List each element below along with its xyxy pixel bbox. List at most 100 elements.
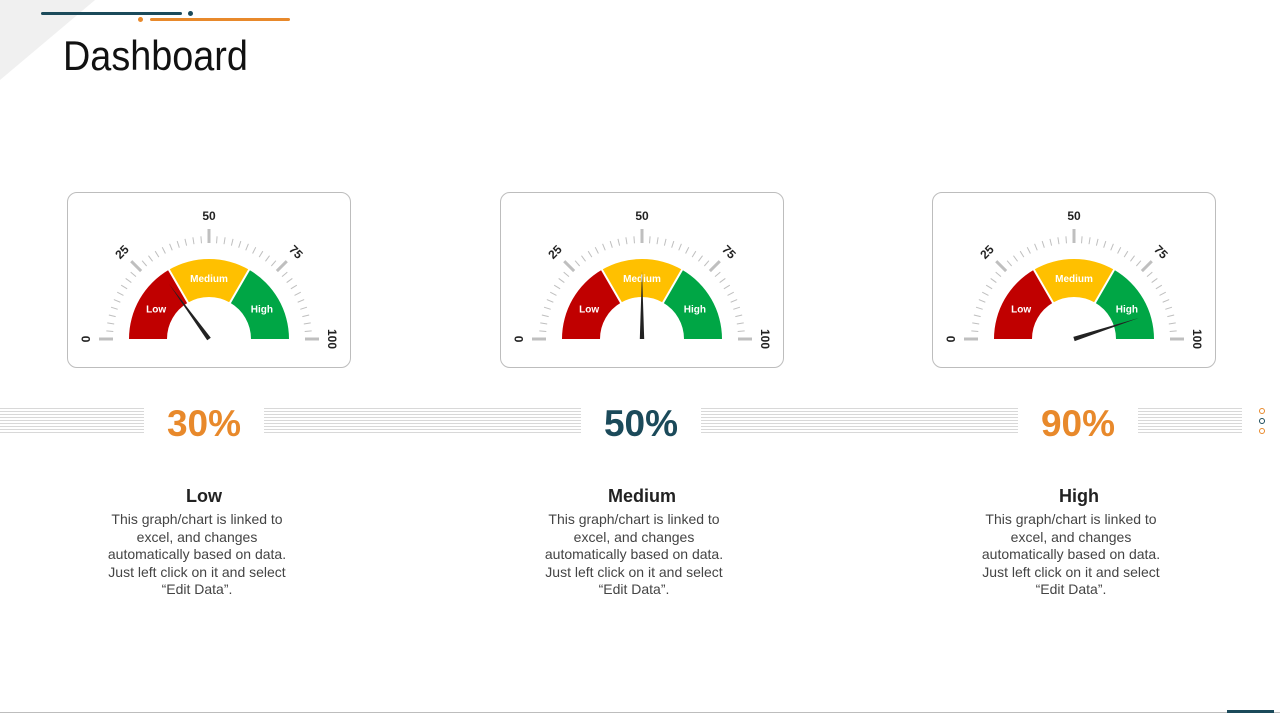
gauge-major-tick — [708, 260, 721, 273]
gauge-minor-tick — [107, 322, 115, 325]
gauge-zone-label: High — [1116, 305, 1138, 316]
gauge-needle — [169, 283, 211, 341]
gauge-minor-tick — [553, 284, 561, 290]
gauge-minor-tick — [216, 236, 218, 244]
gauge-minor-tick — [981, 291, 989, 296]
gauge-minor-tick — [281, 271, 288, 278]
gauge-major-tick — [995, 260, 1008, 273]
gauge-minor-tick — [125, 278, 132, 283]
gauge-tick-label: 100 — [758, 329, 772, 349]
gauge-minor-tick — [978, 299, 986, 303]
gauge-minor-tick — [975, 306, 983, 310]
gauge-minor-tick — [141, 260, 148, 267]
gauge-minor-tick — [238, 240, 242, 248]
gauge-minor-tick — [1013, 255, 1018, 262]
gauge-minor-tick — [294, 291, 302, 296]
gauge-minor-tick — [633, 236, 635, 244]
footer-line — [0, 712, 1280, 713]
gauge-zone-separator — [600, 268, 623, 305]
gauge-value-medium: 50% — [581, 402, 701, 446]
gauge-major-tick — [275, 260, 288, 273]
gauge-title-low: Low — [186, 486, 222, 506]
gauge-zone-label: High — [684, 305, 706, 316]
gauge-minor-tick — [602, 243, 606, 251]
gauge-minor-tick — [161, 246, 166, 254]
gauge-minor-tick — [995, 271, 1002, 278]
gauge-minor-tick — [303, 322, 311, 325]
gauge-minor-tick — [1006, 260, 1013, 267]
gauge-tick-label: 50 — [635, 209, 649, 223]
gauge-minor-tick — [714, 271, 721, 278]
footer-accent — [1227, 710, 1274, 713]
gauge-minor-tick — [1034, 243, 1038, 251]
gauge-minor-tick — [549, 291, 557, 296]
gauge-minor-tick — [678, 243, 682, 251]
gauge-minor-tick — [120, 284, 128, 290]
gauge-major-tick — [130, 260, 143, 273]
gauge-minor-tick — [1159, 291, 1167, 296]
gauge-zone-label: Low — [146, 305, 166, 316]
gauge-zone-low — [994, 269, 1053, 339]
gauge-minor-tick — [1167, 314, 1175, 318]
gauge-minor-tick — [1081, 236, 1083, 244]
gauge-description-low: This graph/chart is linked to excel, and… — [107, 511, 287, 597]
gauge-minor-tick — [1095, 238, 1099, 246]
gauge-minor-tick — [737, 330, 745, 332]
gauge-minor-tick — [1057, 237, 1060, 245]
gauge-minor-tick — [113, 299, 121, 303]
gauge-minor-tick — [563, 271, 570, 278]
gauge-tick-label: 25 — [545, 242, 565, 262]
gauge-minor-tick — [1130, 255, 1135, 262]
gauge-description-medium: This graph/chart is linked to excel, and… — [544, 511, 724, 597]
gauge-minor-tick — [130, 271, 137, 278]
gauge-minor-tick — [691, 250, 697, 258]
gauge-minor-tick — [245, 243, 249, 251]
gauge-minor-tick — [1019, 250, 1025, 258]
gauge-minor-tick — [581, 255, 586, 262]
gauge-minor-tick — [148, 255, 153, 262]
gauge-value-text: 30% — [166, 403, 242, 444]
gauge-minor-tick — [116, 291, 124, 296]
gauge-minor-tick — [1103, 240, 1107, 248]
gauge-minor-tick — [1162, 299, 1170, 303]
gauge-minor-tick — [656, 237, 659, 245]
gauge-minor-tick — [649, 236, 651, 244]
gauge-zone-low — [562, 269, 621, 339]
gauge-zone-separator — [228, 268, 251, 305]
gauge-minor-tick — [252, 246, 257, 254]
gauge-minor-tick — [703, 260, 710, 267]
gauge-zone-high — [663, 269, 722, 339]
gauge-minor-tick — [1169, 330, 1177, 332]
gauge-minor-tick — [1151, 278, 1158, 283]
gauge-minor-tick — [230, 238, 234, 246]
gauge-minor-tick — [971, 330, 979, 332]
gauge-minor-tick — [304, 330, 312, 332]
gauge-minor-tick — [1088, 237, 1091, 245]
gauge-minor-tick — [200, 236, 202, 244]
gauge-zone-label: Medium — [1055, 274, 1093, 285]
gauge-tick-label: 0 — [512, 335, 526, 342]
gauge-zone-label: Medium — [190, 274, 228, 285]
gauge-minor-tick — [176, 240, 180, 248]
gauge-major-tick — [1140, 260, 1153, 273]
gauge-tick-label: 25 — [112, 242, 132, 262]
gauge-minor-tick — [973, 314, 981, 318]
gauge-minor-tick — [270, 260, 277, 267]
gauge-minor-tick — [625, 237, 628, 245]
gauge-minor-tick — [223, 237, 226, 245]
gauge-zone-medium — [168, 259, 250, 303]
gauge-minor-tick — [169, 243, 173, 251]
gauge-minor-tick — [540, 322, 548, 325]
gauge-minor-tick — [539, 330, 547, 332]
gauge-minor-tick — [730, 299, 738, 303]
gauge-minor-tick — [574, 260, 581, 267]
gauge-minor-tick — [685, 246, 690, 254]
gauge-minor-tick — [300, 306, 308, 310]
gauge-tick-label: 100 — [1190, 329, 1204, 349]
gauge-zone-separator — [1093, 268, 1116, 305]
gauge-zone-label: High — [251, 305, 273, 316]
gauge-minor-tick — [110, 306, 118, 310]
gauge-minor-tick — [558, 278, 565, 283]
gauge-minor-tick — [671, 240, 675, 248]
